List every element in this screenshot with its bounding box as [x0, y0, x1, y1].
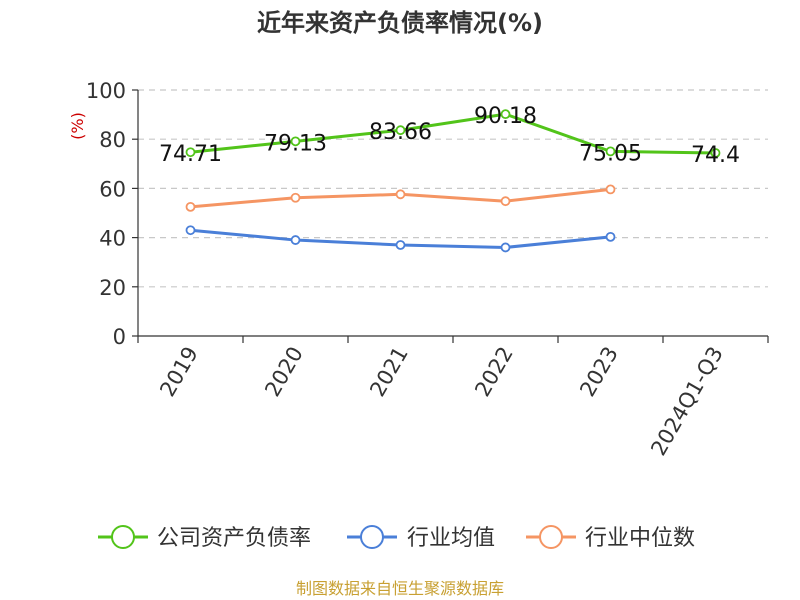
- data-point: [290, 235, 301, 245]
- legend-marker: [360, 525, 384, 549]
- data-label: 79.13: [264, 131, 327, 156]
- x-tick-label: 2021: [365, 343, 413, 401]
- series-line: [190, 112, 716, 155]
- y-tick-label: 20: [99, 276, 126, 300]
- data-point: [395, 240, 406, 250]
- legend-label: 公司资产负债率: [157, 526, 311, 551]
- data-point: [290, 192, 301, 203]
- y-tick-label: 0: [113, 325, 126, 349]
- data-label: 74.71: [159, 142, 222, 167]
- y-tick-label: 80: [99, 128, 126, 152]
- x-tick-label: 2023: [575, 343, 623, 401]
- data-point: [395, 125, 406, 136]
- legend-marker: [539, 525, 563, 549]
- data-point: [290, 136, 301, 147]
- x-tick-label: 2020: [260, 343, 308, 401]
- data-point: [185, 201, 196, 212]
- x-tick-label: 2022: [470, 343, 518, 401]
- data-label: 75.05: [579, 141, 642, 166]
- x-tick-label: 2019: [155, 343, 203, 401]
- data-label: 83.66: [369, 120, 432, 145]
- series-layer: 74.71 79.13 83.66 90.18 75.05 74.4: [159, 104, 740, 253]
- legend-marker: [111, 525, 135, 549]
- y-axis-label: (%): [68, 112, 87, 140]
- data-point: [185, 147, 196, 158]
- legend: 公司资产负债率 行业均值 行业中位数: [98, 525, 695, 551]
- data-point: [710, 148, 721, 158]
- source-note: 制图数据来自恒生聚源数据库: [296, 579, 504, 598]
- y-tick-label: 60: [99, 177, 126, 201]
- data-point: [500, 242, 511, 253]
- data-point: [605, 184, 616, 195]
- legend-label: 行业均值: [407, 526, 495, 551]
- chart-title: 近年来资产负债率情况(%): [257, 9, 543, 37]
- data-label: 90.18: [474, 104, 537, 129]
- x-tick-label: 2024Q1-Q3: [646, 343, 728, 460]
- data-point: [500, 109, 511, 120]
- y-tick-label: 100: [86, 79, 126, 103]
- data-label: 74.4: [691, 143, 740, 168]
- y-tick-label: 40: [99, 227, 126, 251]
- data-point: [500, 196, 511, 207]
- data-point: [395, 189, 406, 200]
- data-point: [185, 225, 196, 236]
- legend-label: 行业中位数: [585, 526, 695, 551]
- data-point: [605, 231, 616, 242]
- data-point: [605, 146, 616, 157]
- gridlines: [138, 89, 768, 288]
